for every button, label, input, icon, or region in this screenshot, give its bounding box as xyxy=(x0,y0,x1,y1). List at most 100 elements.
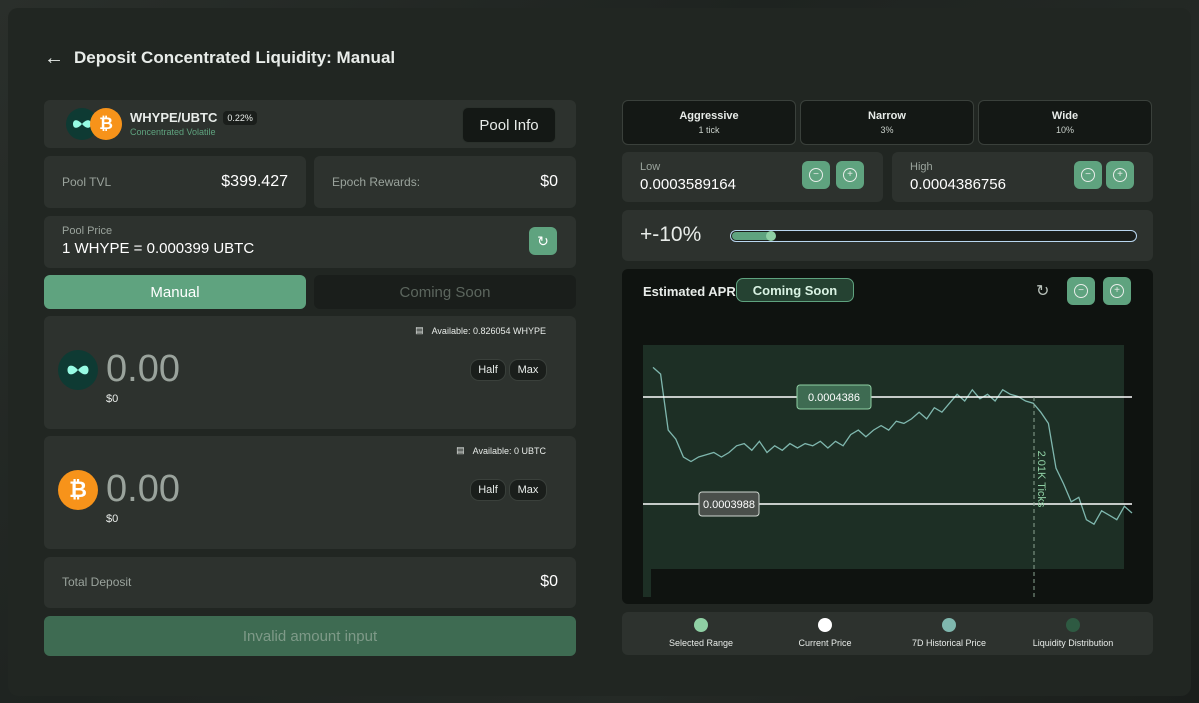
minus-icon: − xyxy=(1074,284,1088,298)
whype-max-button[interactable]: Max xyxy=(509,359,547,381)
wallet-icon: ▤ xyxy=(456,445,465,455)
legend-current-price: Current Price xyxy=(770,618,880,648)
plus-icon: + xyxy=(1113,168,1127,182)
epoch-label: Epoch Rewards: xyxy=(332,175,421,189)
whype-amount-input[interactable]: 0.00 xyxy=(106,348,180,390)
refresh-icon: ↻ xyxy=(537,232,549,249)
legend-label: Current Price xyxy=(798,638,852,648)
btc-token-icon: ₿ xyxy=(58,470,98,510)
range-slider-thumb[interactable] xyxy=(766,231,777,241)
whype-half-button[interactable]: Half xyxy=(470,359,506,381)
legend-label: Selected Range xyxy=(668,638,734,648)
lower-bound-text: 0.0003988 xyxy=(703,499,755,511)
legend-dot xyxy=(1066,618,1080,632)
btc-logo-icon: ₿ xyxy=(90,108,122,140)
plus-icon: + xyxy=(1110,284,1124,298)
epoch-value: $0 xyxy=(540,173,558,190)
ubtc-available: Available: 0 UBTC xyxy=(472,445,546,456)
high-decrease-button[interactable]: − xyxy=(1074,161,1102,189)
page-title: Deposit Concentrated Liquidity: Manual xyxy=(74,48,396,67)
range-aggressive-button[interactable]: Aggressive 1 tick xyxy=(622,100,796,145)
range-label: Aggressive xyxy=(679,110,739,122)
range-sub: 3% xyxy=(880,125,894,135)
ubtc-half-button[interactable]: Half xyxy=(470,479,506,501)
apr-value-badge: Coming Soon xyxy=(736,278,854,302)
chart-zoom-out-button[interactable]: − xyxy=(1067,277,1095,305)
range-slider-track[interactable] xyxy=(730,230,1137,242)
tab-coming-soon[interactable]: Coming Soon xyxy=(314,275,576,309)
range-sub: 10% xyxy=(1055,125,1074,135)
plus-icon: + xyxy=(843,168,857,182)
range-slider-fill xyxy=(732,232,773,240)
chart-legend xyxy=(622,612,1153,655)
legend-label: 7D Historical Price xyxy=(911,638,987,648)
epoch-card: Epoch Rewards: $0 xyxy=(314,156,576,208)
ubtc-amount-input[interactable]: 0.00 xyxy=(106,468,180,510)
selected-range-area xyxy=(643,345,1124,569)
legend-dot xyxy=(942,618,956,632)
wallet-icon: ▤ xyxy=(415,325,424,335)
chart-zoom-in-button[interactable]: + xyxy=(1103,277,1131,305)
whype-usd-value: $0 xyxy=(106,393,119,405)
whype-token-icon xyxy=(58,350,98,390)
submit-button[interactable]: Invalid amount input xyxy=(44,616,576,656)
back-arrow-icon[interactable]: ← xyxy=(44,47,64,69)
minus-icon: − xyxy=(809,168,823,182)
high-increase-button[interactable]: + xyxy=(1106,161,1134,189)
legend-dot xyxy=(694,618,708,632)
tab-manual[interactable]: Manual xyxy=(44,275,306,309)
range-wide-button[interactable]: Wide 10% xyxy=(978,100,1152,145)
total-deposit-card: Total Deposit $0 xyxy=(44,557,576,608)
legend-dot xyxy=(818,618,832,632)
high-price-card: High 0.0004386756 − + xyxy=(892,152,1153,202)
minus-icon: − xyxy=(1081,168,1095,182)
range-percent-label: +-10% xyxy=(640,223,702,246)
low-decrease-button[interactable]: − xyxy=(802,161,830,189)
high-value[interactable]: 0.0004386756 xyxy=(910,176,1006,193)
liquidity-bar xyxy=(643,569,651,597)
price-chart[interactable]: 0.0004386 0.0003988 2.01K Ticks xyxy=(622,269,1153,604)
range-narrow-button[interactable]: Narrow 3% xyxy=(800,100,974,145)
upper-bound-label: 0.0004386 xyxy=(796,384,872,410)
legend-selected-range: Selected Range xyxy=(646,618,756,648)
pool-price-card: Pool Price 1 WHYPE = 0.000399 UBTC ↻ xyxy=(44,216,576,268)
low-price-card: Low 0.0003589164 − + xyxy=(622,152,883,202)
apr-label: Estimated APR: xyxy=(643,284,741,299)
legend-historical-price: 7D Historical Price xyxy=(894,618,1004,648)
fee-badge: 0.22% xyxy=(223,110,257,125)
pool-type: Concentrated Volatile xyxy=(130,127,216,137)
pool-price-label: Pool Price xyxy=(62,225,113,237)
legend-label: Liquidity Distribution xyxy=(1032,638,1114,648)
pool-header: ₿ WHYPE/UBTC 0.22% Concentrated Volatile… xyxy=(44,100,576,148)
token-whype-input-card: ▤ Available: 0.826054 WHYPE 0.00 $0 Half… xyxy=(44,316,576,429)
high-label: High xyxy=(910,161,933,173)
range-sub: 1 tick xyxy=(698,125,720,135)
upper-bound-text: 0.0004386 xyxy=(808,392,860,404)
swap-price-button[interactable]: ↻ xyxy=(529,227,557,255)
token-ubtc-input-card: ▤ Available: 0 UBTC ₿ 0.00 $0 Half Max xyxy=(44,436,576,549)
tvl-card: Pool TVL $399.427 xyxy=(44,156,306,208)
total-deposit-value: $0 xyxy=(540,573,558,590)
range-slider-card: +-10% xyxy=(622,210,1153,261)
low-label: Low xyxy=(640,161,661,173)
lower-bound-label: 0.0003988 xyxy=(698,491,760,517)
page-header: ← Deposit Concentrated Liquidity: Manual xyxy=(44,48,395,68)
ticks-label: 2.01K Ticks xyxy=(1035,451,1047,508)
legend-liquidity-distribution: Liquidity Distribution xyxy=(1018,618,1128,648)
low-increase-button[interactable]: + xyxy=(836,161,864,189)
chart-refresh-icon[interactable]: ↻ xyxy=(1036,283,1050,300)
chart-panel: Estimated APR: Coming Soon ↻ − + 0.00043… xyxy=(622,269,1153,604)
ubtc-max-button[interactable]: Max xyxy=(509,479,547,501)
total-deposit-label: Total Deposit xyxy=(62,575,132,589)
tvl-label: Pool TVL xyxy=(62,175,112,189)
pool-price-value: 1 WHYPE = 0.000399 UBTC xyxy=(62,240,255,257)
ubtc-usd-value: $0 xyxy=(106,513,119,525)
tvl-value: $399.427 xyxy=(221,173,288,190)
low-value[interactable]: 0.0003589164 xyxy=(640,176,736,193)
historical-price-line xyxy=(652,366,1133,526)
range-label: Wide xyxy=(1051,110,1079,122)
range-label: Narrow xyxy=(868,110,906,122)
pool-pair: WHYPE/UBTC xyxy=(130,110,218,125)
pool-info-button[interactable]: Pool Info xyxy=(462,107,556,143)
whype-available: Available: 0.826054 WHYPE xyxy=(431,325,546,336)
